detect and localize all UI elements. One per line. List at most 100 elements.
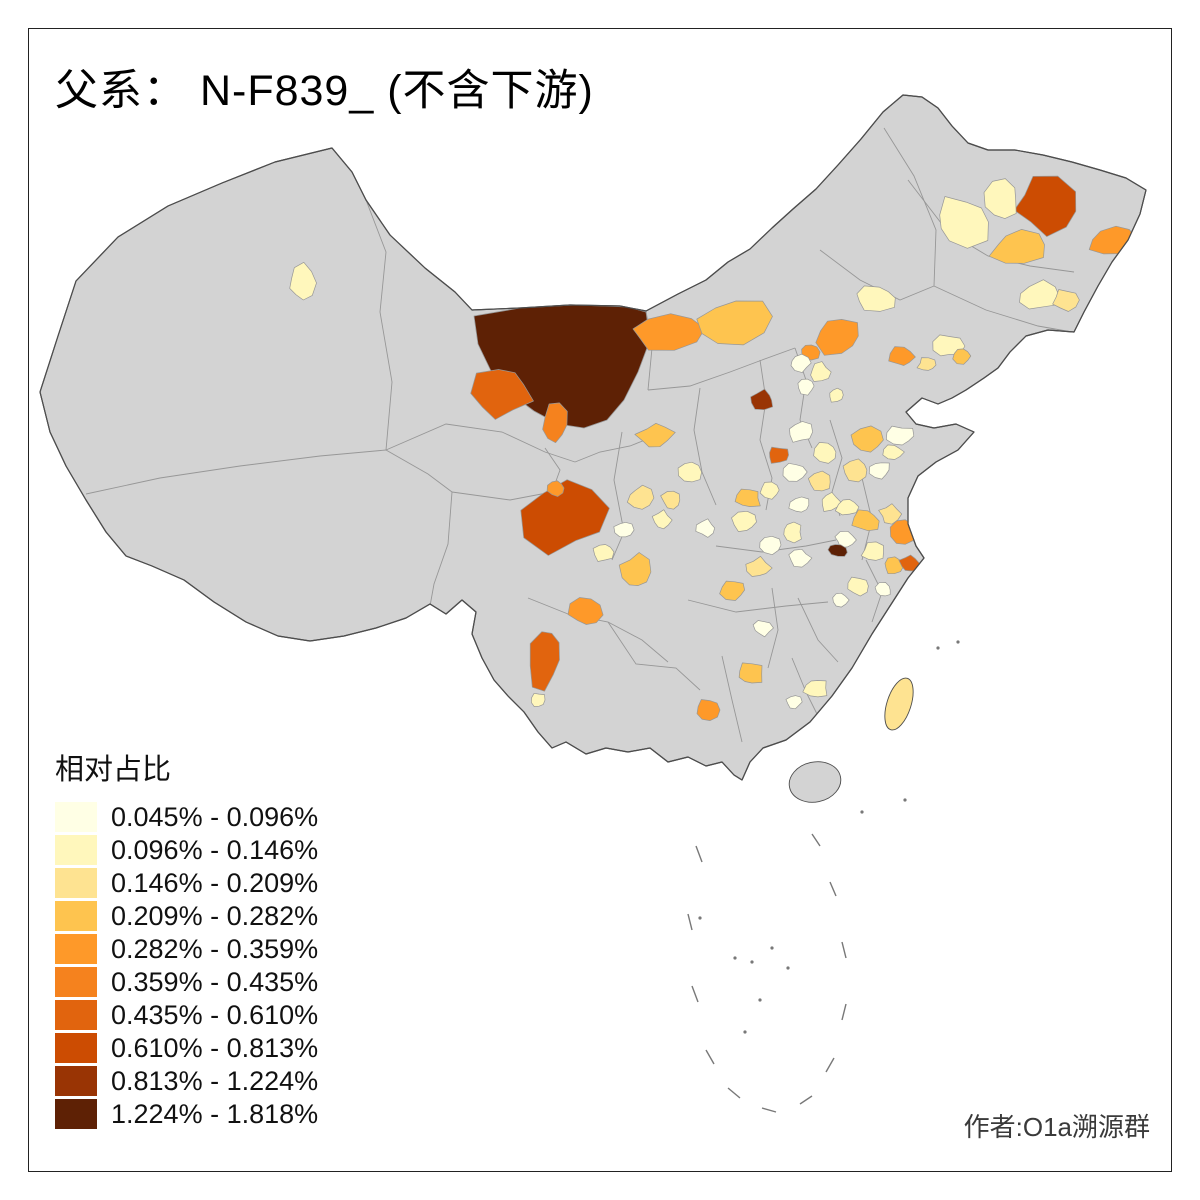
prefecture-region <box>797 378 815 396</box>
sea-dash <box>841 1003 847 1021</box>
prefecture-region <box>790 353 812 373</box>
prefecture-region <box>802 680 828 698</box>
prefecture-region <box>542 402 568 444</box>
legend-row: 0.146% - 0.209% <box>55 868 318 898</box>
prefecture-region <box>882 444 905 460</box>
legend-swatch <box>55 934 97 964</box>
legend-label: 0.209% - 0.282% <box>111 900 319 931</box>
legend-row: 0.282% - 0.359% <box>55 934 318 964</box>
prefecture-region <box>813 442 837 464</box>
prefecture-region <box>660 490 681 510</box>
legend-swatch <box>55 802 97 832</box>
legend-label: 0.146% - 0.209% <box>111 867 319 898</box>
legend-row: 0.359% - 0.435% <box>55 967 318 997</box>
prefecture-region <box>851 509 880 532</box>
legend-row: 0.096% - 0.146% <box>55 835 318 865</box>
prefecture-region <box>783 521 802 544</box>
prefecture-region <box>983 178 1017 219</box>
choropleth-regions <box>289 175 1139 721</box>
prefecture-region <box>530 692 546 707</box>
province-border-line <box>767 587 779 669</box>
prefecture-region <box>782 462 808 482</box>
prefecture-region <box>788 548 813 568</box>
prefecture-region <box>860 541 884 561</box>
prefecture-region <box>916 357 937 371</box>
sea-islet-dot <box>733 956 737 960</box>
province-border-line <box>933 285 1073 333</box>
sea-dash <box>811 833 821 847</box>
south-china-sea-dashes <box>687 640 960 1113</box>
sea-dash <box>691 985 699 1003</box>
legend-entries: 0.045% - 0.096% 0.096% - 0.146% 0.146% - 0… <box>55 802 318 1129</box>
prefecture-region <box>752 620 774 638</box>
province-border-line <box>365 199 393 451</box>
sea-islet-dot <box>770 946 774 950</box>
sea-dash <box>841 941 847 959</box>
legend-label: 0.435% - 0.610% <box>111 999 319 1030</box>
legend-swatch <box>55 1099 97 1129</box>
legend-title: 相对占比 <box>55 754 172 786</box>
prefecture-region <box>634 422 676 448</box>
province-border-line <box>85 449 387 495</box>
prefecture-region <box>1052 289 1080 312</box>
prefecture-region <box>885 425 915 446</box>
province-border-line <box>385 449 453 607</box>
province-border-line <box>693 387 717 506</box>
sea-dash <box>825 1057 835 1073</box>
prefecture-region <box>847 576 869 597</box>
prefecture-region <box>520 479 610 556</box>
legend-label: 0.813% - 1.224% <box>111 1065 319 1096</box>
prefecture-region <box>592 544 615 562</box>
prefecture-region <box>745 555 773 577</box>
province-border-line <box>385 423 576 463</box>
prefecture-region <box>889 519 918 545</box>
prefecture-region <box>888 346 916 366</box>
prefecture-region <box>470 369 534 420</box>
prefecture-region <box>567 597 604 625</box>
legend-label: 0.096% - 0.146% <box>111 834 319 865</box>
legend-row: 0.813% - 1.224% <box>55 1066 318 1096</box>
author-credit: 作者:O1a溯源群 <box>963 1112 1150 1142</box>
province-border-line <box>907 179 1075 273</box>
province-border-line <box>715 539 837 553</box>
legend-label: 1.224% - 1.818% <box>111 1098 319 1129</box>
prefecture-region <box>696 300 773 346</box>
legend-swatch <box>55 868 97 898</box>
prefecture-region <box>878 503 903 525</box>
sea-dash <box>727 1087 741 1099</box>
prefecture-region <box>632 313 706 351</box>
prefecture-region <box>834 530 857 549</box>
prefecture-region <box>1019 279 1062 310</box>
prefecture-region <box>677 461 702 483</box>
province-border-line <box>883 127 937 287</box>
prefecture-region <box>738 662 763 684</box>
legend-row: 0.435% - 0.610% <box>55 1000 318 1030</box>
legend-row: 0.209% - 0.282% <box>55 901 318 931</box>
prefecture-region <box>821 491 842 512</box>
sea-islet-dot <box>786 966 790 970</box>
prefecture-region <box>289 261 317 301</box>
prefecture-region <box>734 488 761 507</box>
legend-row: 0.610% - 0.813% <box>55 1033 318 1063</box>
prefecture-region <box>832 592 850 608</box>
prefecture-region <box>856 285 896 312</box>
prefecture-region <box>731 510 757 532</box>
legend-swatch <box>55 901 97 931</box>
hainan-island <box>788 761 842 803</box>
legend-swatch <box>55 967 97 997</box>
province-border-line <box>721 655 743 743</box>
prefecture-region <box>788 496 810 513</box>
prefecture-region <box>696 699 721 721</box>
coastline <box>39 94 1147 781</box>
prefecture-region <box>750 388 774 411</box>
sea-dash <box>705 1049 715 1065</box>
prefecture-region <box>874 582 891 597</box>
sea-islet-dot <box>758 998 762 1002</box>
sea-islet-dot <box>750 960 754 964</box>
prefecture-region <box>546 480 565 497</box>
prefecture-region <box>939 196 989 249</box>
sea-islet-dot <box>956 640 960 644</box>
prefecture-region <box>759 481 780 500</box>
prefecture-region <box>868 462 890 480</box>
